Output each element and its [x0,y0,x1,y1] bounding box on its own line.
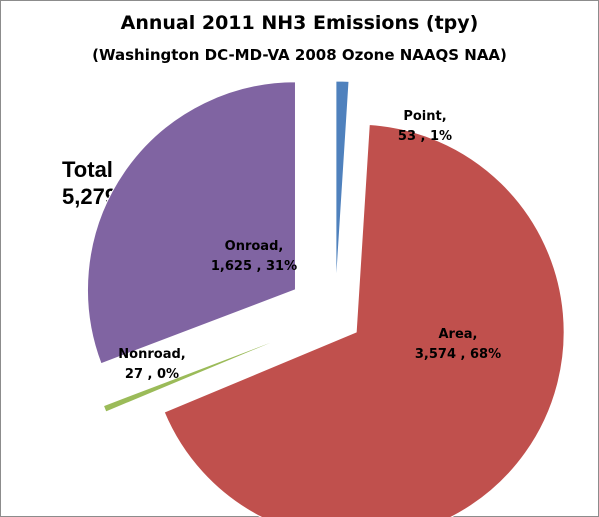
pie-slice-point [335,80,350,290]
chart-title: Annual 2011 NH3 Emissions (tpy) [120,12,479,34]
chart-subtitle: (Washington DC-MD-VA 2008 Ozone NAAQS NA… [92,46,507,64]
pie-slice-area [163,123,565,517]
data-label-nonroad: Nonroad, 27 , 0% [118,347,185,382]
data-label-area: Area, 3,574 , 68% [415,327,501,362]
total-label: Total [62,157,113,182]
pie-slice-nonroad [102,331,299,413]
data-label-onroad: Onroad, 1,625 , 31% [211,239,297,274]
data-label-point: Point, 53 , 1% [398,109,452,144]
pie-slice-onroad [87,81,296,365]
